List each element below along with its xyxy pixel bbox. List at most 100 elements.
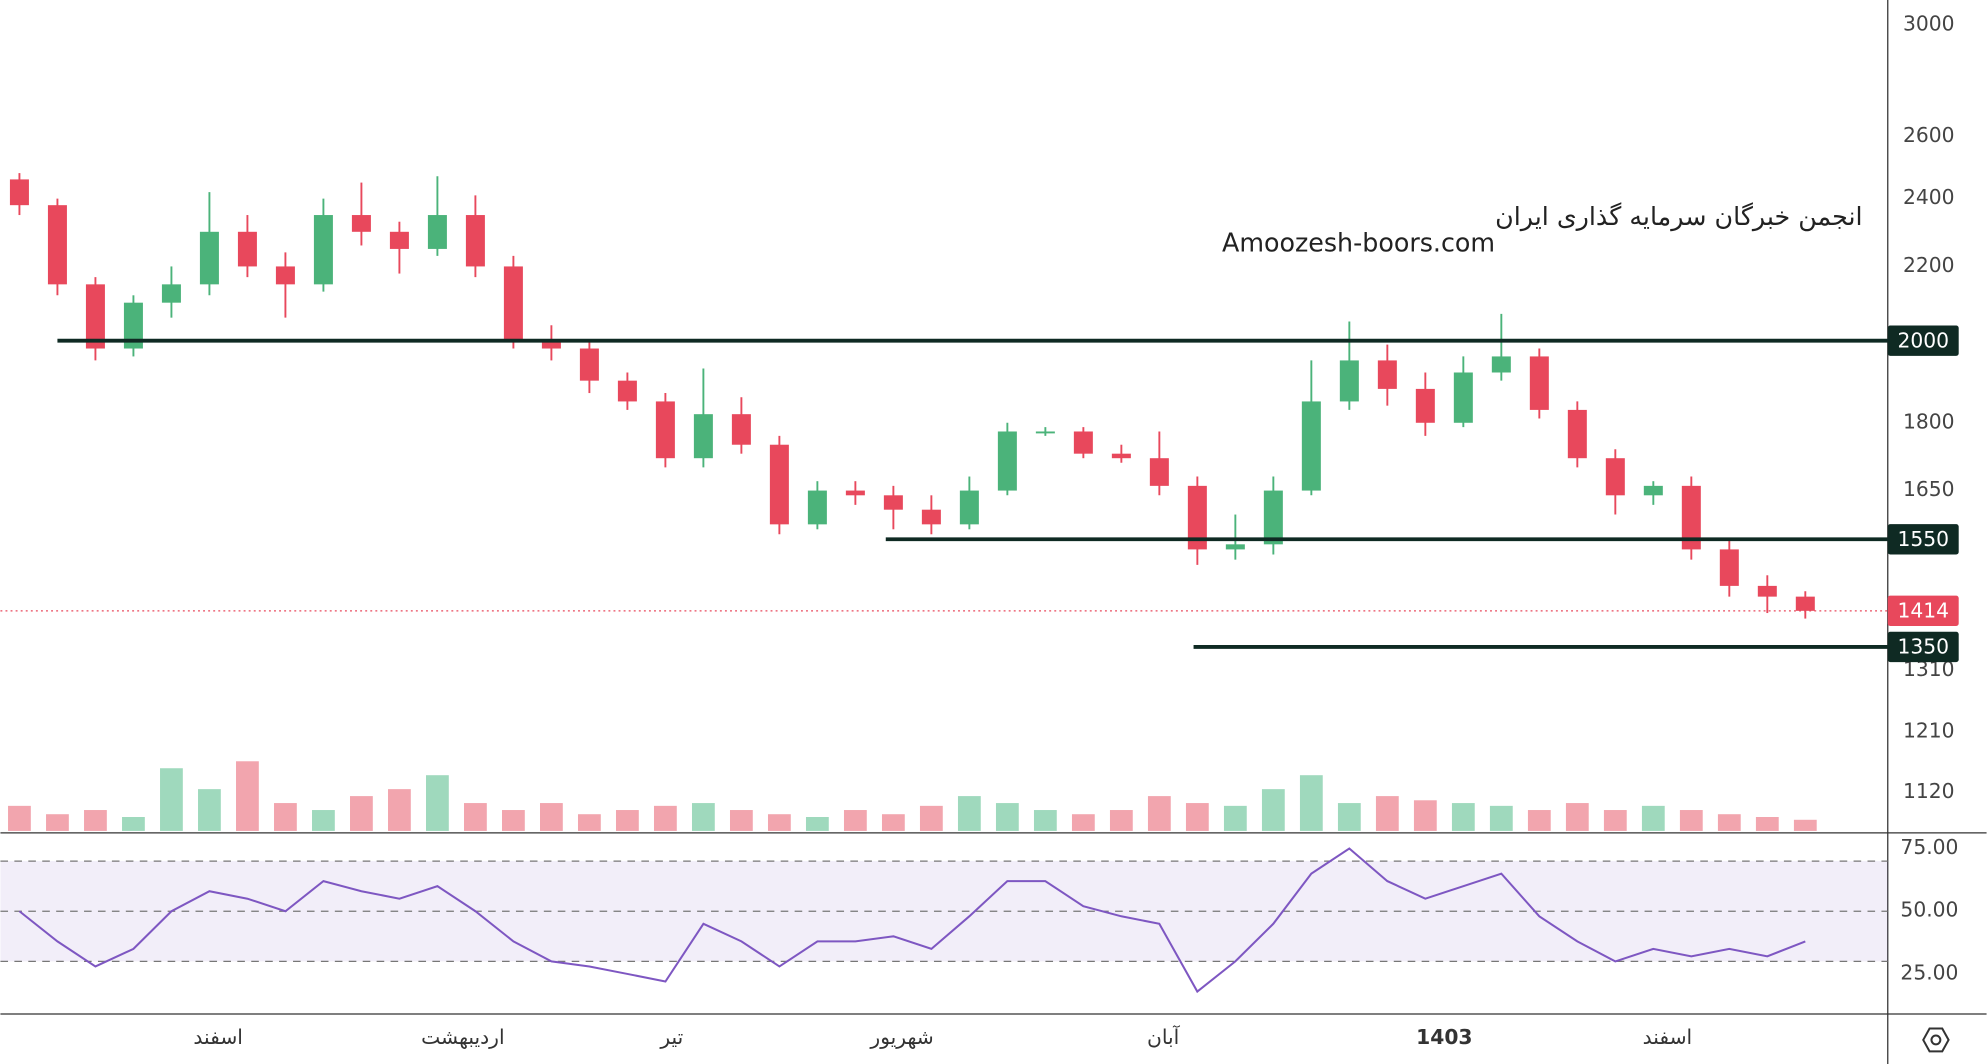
volume-bar (501, 810, 525, 831)
candle-body (997, 431, 1017, 491)
y-tick-label: 3000 (1903, 11, 1955, 35)
x-tick-label: تیر (659, 1025, 683, 1049)
y-tick-label: 2600 (1903, 123, 1955, 147)
candle-body (1149, 458, 1169, 486)
volume-bar (198, 789, 221, 831)
candle-body (1795, 596, 1815, 611)
candle-body (85, 284, 105, 349)
volume-bar (957, 796, 981, 831)
candle-body (921, 509, 941, 525)
rsi-line (18, 847, 1806, 994)
candle-body (959, 490, 979, 525)
volume-bar (1033, 810, 1057, 831)
candle-body (655, 401, 675, 459)
volume-bar (1527, 810, 1551, 831)
volume-bar (1717, 814, 1741, 831)
volume-bar (464, 803, 487, 831)
candle-body (1301, 401, 1321, 491)
candle-body (123, 302, 143, 349)
volume-bar (388, 789, 411, 831)
volume-bar (1451, 803, 1475, 831)
candle-body (161, 284, 181, 303)
watermark-url: Amoozesh-boors.com (1222, 227, 1495, 257)
volume-bar (46, 814, 69, 831)
volume-bar (1565, 803, 1589, 831)
candle-body (465, 215, 485, 267)
level-label: 2000 (1897, 328, 1949, 352)
candle-body (1491, 356, 1511, 373)
volume-bar (274, 803, 297, 831)
x-tick-label: اسفند (193, 1025, 243, 1049)
volume-bar (1755, 817, 1779, 831)
y-tick-label: 2200 (1903, 253, 1955, 277)
volume-bar (729, 810, 753, 831)
candle-body (275, 266, 295, 285)
volume-bar (350, 796, 373, 831)
volume-bar (1261, 789, 1285, 831)
volume-bar (160, 768, 183, 831)
candle-body (731, 414, 751, 445)
y-tick-label: 1210 (1903, 719, 1955, 743)
candle-body (617, 380, 637, 402)
candle-body (1681, 485, 1701, 550)
last-price-box (1887, 595, 1959, 627)
candle-body (1035, 431, 1055, 434)
candle-body (389, 231, 409, 249)
candle-body (1263, 490, 1283, 545)
candle-body (47, 205, 67, 285)
y-tick-label: 25.00 (1900, 960, 1958, 984)
candle-body (769, 444, 789, 525)
volume-bar (843, 810, 867, 831)
candle-body (541, 340, 561, 349)
candle-body (1415, 388, 1435, 423)
last-price-label: 1414 (1897, 599, 1949, 623)
candle-body (883, 495, 903, 510)
candle-body (313, 215, 333, 285)
candle-body (1643, 485, 1663, 496)
y-tick-label: 50.00 (1900, 898, 1958, 922)
volume-bar (1223, 805, 1247, 831)
candle-body (1757, 585, 1777, 597)
volume-bar (84, 810, 107, 831)
volume-bar (1413, 800, 1437, 831)
candle-body (427, 215, 447, 249)
candle-body (1605, 458, 1625, 496)
candle-body (1529, 356, 1549, 410)
y-tick-label: 1120 (1903, 779, 1955, 803)
candle-body (1377, 360, 1397, 389)
volume-bar (1147, 796, 1171, 831)
y-tick-label: 1650 (1903, 477, 1955, 501)
candle-body (845, 490, 865, 496)
x-tick-label: آبان (1147, 1024, 1181, 1049)
volume-bar (1679, 810, 1703, 831)
volume-bar (1603, 810, 1627, 831)
candle-body (579, 348, 599, 381)
level-label-box (1887, 524, 1959, 555)
volume-bar (1641, 805, 1665, 831)
volume-bar (1299, 775, 1323, 831)
settings-icon[interactable] (1922, 1027, 1950, 1053)
volume-bar (577, 814, 601, 831)
volume-bar (653, 805, 677, 831)
x-tick-label: شهریور (869, 1025, 933, 1049)
candle-body (9, 179, 29, 206)
candle-body (693, 414, 713, 459)
volume-bar (881, 814, 905, 831)
volume-bar (1489, 805, 1513, 831)
volume-bar (8, 805, 31, 831)
volume-bar (1071, 814, 1095, 831)
rsi-band (0, 861, 1888, 962)
y-tick-label: 1800 (1903, 409, 1955, 433)
candle-body (1453, 372, 1473, 423)
volume-bar (1375, 796, 1399, 831)
volume-bar (426, 775, 449, 831)
candle-body (1187, 485, 1207, 550)
volume-bar (539, 803, 563, 831)
volume-bar (1793, 819, 1817, 831)
candle-body (351, 215, 371, 232)
volume-bar (995, 803, 1019, 831)
volume-bar (122, 817, 145, 831)
volume-bar (1337, 803, 1361, 831)
volume-bar (691, 803, 715, 831)
